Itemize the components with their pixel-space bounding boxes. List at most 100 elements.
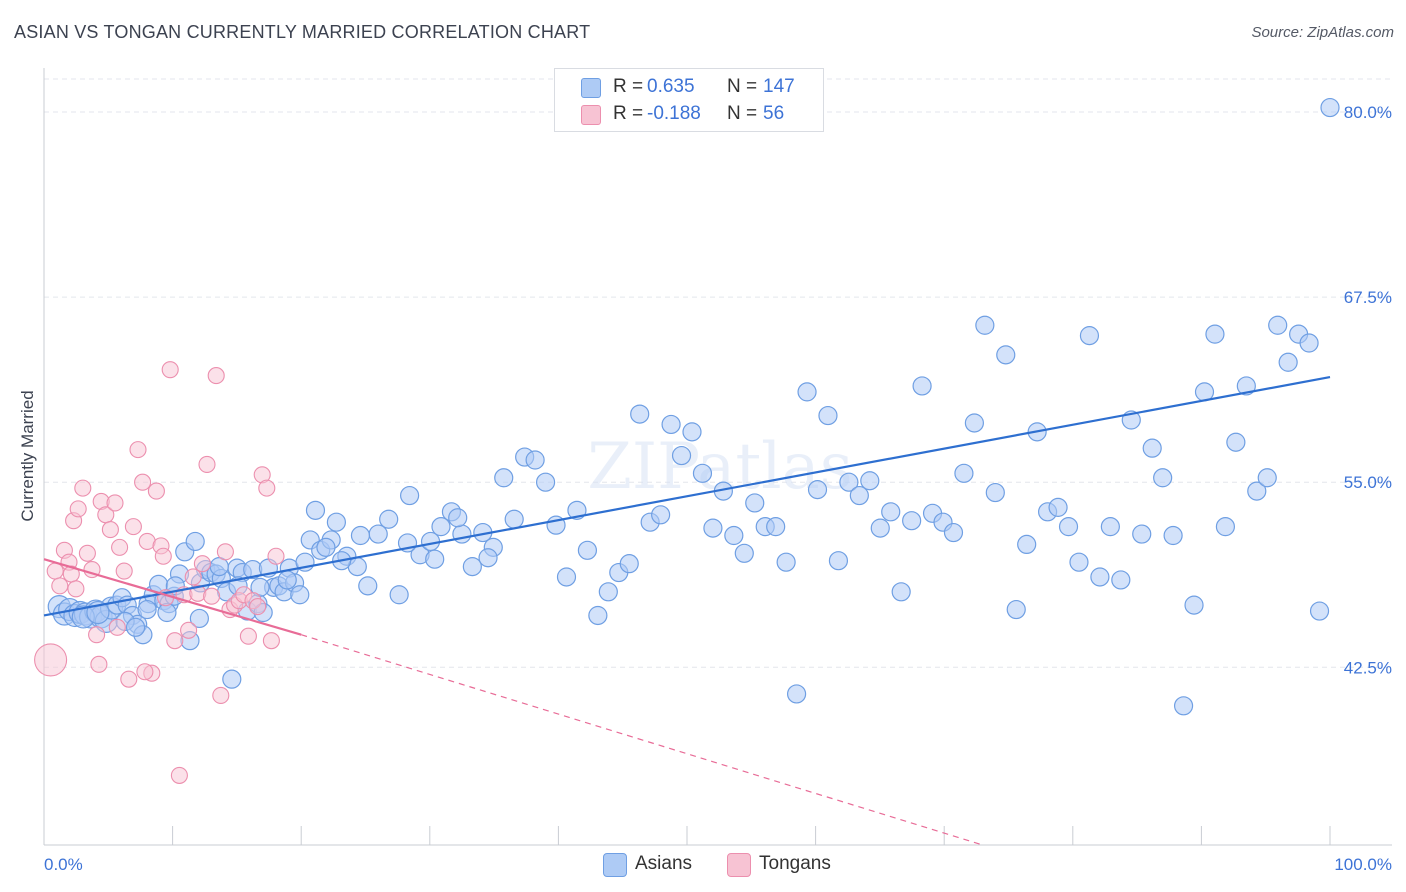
asian-point [1268,315,1288,335]
asian-point [157,602,177,623]
x-tick-label: 0.0% [44,855,83,874]
asian-point [350,525,371,546]
asians-trend-line [43,375,1331,617]
tongan-point [34,643,68,677]
tongan-point [78,544,96,562]
asian-point [1153,468,1173,488]
tongans-trend-line [43,558,302,636]
asians-r-label: R = [613,76,644,97]
tongan-point [46,562,64,580]
asian-point [902,511,922,531]
asian-point [703,518,723,538]
tongan-point [154,547,172,565]
asian-point [776,552,796,572]
tongan-point [161,361,179,379]
asian-point [1006,599,1026,620]
tongan-point [120,670,138,688]
trend-lines [43,375,1331,846]
tongan-point [184,568,202,586]
tongan-point [267,547,285,565]
y-tick-label: 67.5% [1344,288,1392,307]
asian-point [494,468,514,488]
chart-title: ASIAN VS TONGAN CURRENTLY MARRIED CORREL… [14,22,591,42]
tongan-point [193,555,211,573]
tongan-point [69,500,87,518]
tongan-point [212,686,230,704]
asian-point [185,531,205,552]
asian-point [797,382,817,402]
tongan-point [124,518,142,536]
tongans-legend-swatch [727,853,751,877]
asian-point [828,551,849,571]
asian-point [682,422,702,442]
tongan-point [258,479,276,497]
asian-point [277,570,297,590]
tongan-point [129,441,147,459]
asian-point [1079,326,1100,346]
tongans-trend-extension [301,634,983,846]
tongans-r-label: R = [613,103,644,124]
asian-point [766,517,786,537]
source-note: Source: ZipAtlas.com [1251,24,1394,41]
asian-point [1226,432,1246,452]
series-asians-points [47,97,1340,716]
asian-point [189,608,209,629]
asian-point [290,585,310,605]
tongans-legend-label: Tongans [759,853,831,874]
asian-point [1205,324,1225,344]
asian-point [222,669,242,689]
asian-point [504,509,524,529]
axes [43,68,1392,846]
asian-point [598,582,618,602]
tongans-r-value: -0.188 [647,103,701,124]
tongan-point [74,479,92,497]
asian-point [1069,552,1089,572]
asian-point [1278,352,1298,372]
tongan-point [101,521,119,539]
asians-legend-label: Asians [635,853,693,874]
tongan-point [115,562,133,580]
tongan-point [136,663,154,681]
asian-point [786,684,807,704]
tongan-point [249,598,267,616]
asian-point [1111,570,1131,590]
asian-point [954,463,974,483]
tongan-point [88,626,106,644]
asian-point [1320,97,1340,118]
asian-point [1257,468,1277,488]
asian-point [389,585,409,605]
asians-legend-swatch [603,853,627,877]
asian-point [556,567,577,587]
asian-point [125,617,146,637]
legend-row-tongans: R = -0.188 N = 56 [555,102,823,128]
asian-point [137,599,157,620]
asian-point [400,485,420,506]
asians-n-label: N = [727,76,758,97]
asian-point [1236,376,1256,396]
asian-point [891,582,911,602]
asian-point [818,405,838,426]
asians-swatch [581,78,601,98]
asian-point [1247,481,1267,501]
asian-point [881,502,901,522]
asian-point [839,472,859,492]
asian-point [525,450,545,470]
asian-point [849,485,869,506]
asian-point [943,522,964,543]
asian-point [448,508,468,528]
asian-point [745,493,765,513]
asian-point [985,482,1005,503]
asians-n-value: 147 [763,76,795,97]
tongan-point [203,587,221,605]
tongan-point [106,494,124,512]
asian-point [1173,696,1194,716]
tongan-point [180,621,198,639]
tongan-point [262,632,280,650]
asian-point [462,557,482,577]
tongan-point [207,367,225,385]
asian-point [724,525,744,546]
asian-point [1058,517,1079,537]
asian-point [1017,534,1037,555]
asian-point [588,605,608,626]
